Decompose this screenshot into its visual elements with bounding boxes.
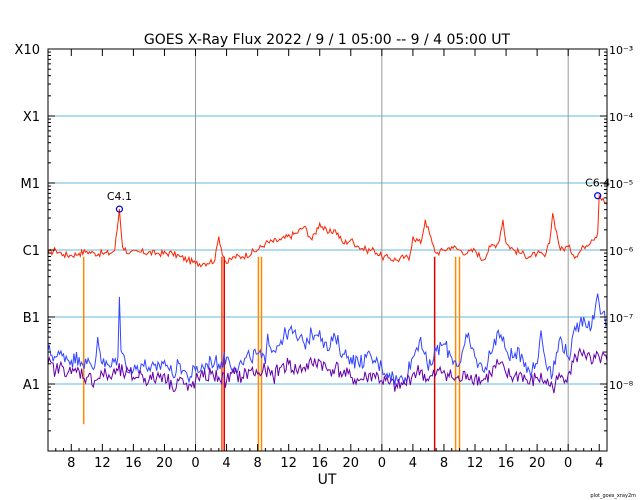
x-tick-label: 16 bbox=[498, 456, 515, 471]
y-tick-label-right: 10⁻⁸ bbox=[609, 379, 634, 392]
x-axis-label: UT bbox=[318, 472, 337, 488]
x-tick-label: 8 bbox=[440, 456, 448, 471]
annotation-group: C4.1 C6.4 bbox=[107, 177, 610, 213]
series-group bbox=[47, 193, 608, 451]
y-tick-label-left: B1 bbox=[23, 311, 40, 326]
x-tick-label: 0 bbox=[191, 456, 199, 471]
y-tick-label-right: 10⁻⁶ bbox=[609, 245, 634, 258]
flare-marker bbox=[594, 192, 602, 200]
axes-group: X10 X1 M1 C1 B1 A1 10⁻³ 10⁻⁴ 10⁻⁵ 10⁻⁶ 10⁻⁷ 10⁻⁸ 8 12… bbox=[15, 43, 634, 471]
flux-series-0 bbox=[47, 193, 608, 268]
x-tick-label: 4 bbox=[595, 456, 603, 471]
x-tick-label: 12 bbox=[94, 456, 111, 471]
y-tick-label-right: 10⁻⁷ bbox=[609, 312, 633, 325]
y-tick-label-left: X1 bbox=[23, 110, 40, 125]
x-tick-label: 8 bbox=[67, 456, 75, 471]
x-tick-label: 12 bbox=[280, 456, 297, 471]
x-tick-label: 0 bbox=[564, 456, 572, 471]
x-tick-label: 16 bbox=[125, 456, 142, 471]
chart-title: GOES X-Ray Flux 2022 / 9 / 1 05:00 -- 9 … bbox=[144, 32, 511, 48]
x-tick-label: 20 bbox=[343, 456, 360, 471]
footer-note: plot_goes_xray2m bbox=[590, 493, 636, 499]
y-tick-label-right: 10⁻⁴ bbox=[609, 111, 634, 124]
x-tick-label: 20 bbox=[529, 456, 546, 471]
y-tick-label-left: C1 bbox=[23, 244, 40, 259]
y-tick-label-left: M1 bbox=[21, 177, 41, 192]
x-tick-label: 16 bbox=[311, 456, 328, 471]
y-tick-label-right: 10⁻³ bbox=[609, 44, 633, 57]
flare-label: C4.1 bbox=[107, 190, 132, 203]
grid bbox=[48, 48, 607, 451]
flare-marker bbox=[115, 205, 124, 213]
x-tick-label: 20 bbox=[156, 456, 173, 471]
x-tick-label: 12 bbox=[467, 456, 484, 471]
flare-label: C6.4 bbox=[585, 177, 610, 190]
flux-series-2 bbox=[47, 347, 608, 394]
x-tick-label: 4 bbox=[222, 456, 230, 471]
x-tick-label: 4 bbox=[409, 456, 417, 471]
y-tick-label-left: A1 bbox=[23, 378, 40, 393]
y-tick-label-right: 10⁻⁵ bbox=[609, 178, 633, 191]
flux-series-1 bbox=[47, 293, 608, 385]
x-tick-label: 0 bbox=[378, 456, 386, 471]
x-tick-label: 8 bbox=[253, 456, 261, 471]
y-tick-label-left: X10 bbox=[15, 43, 40, 58]
